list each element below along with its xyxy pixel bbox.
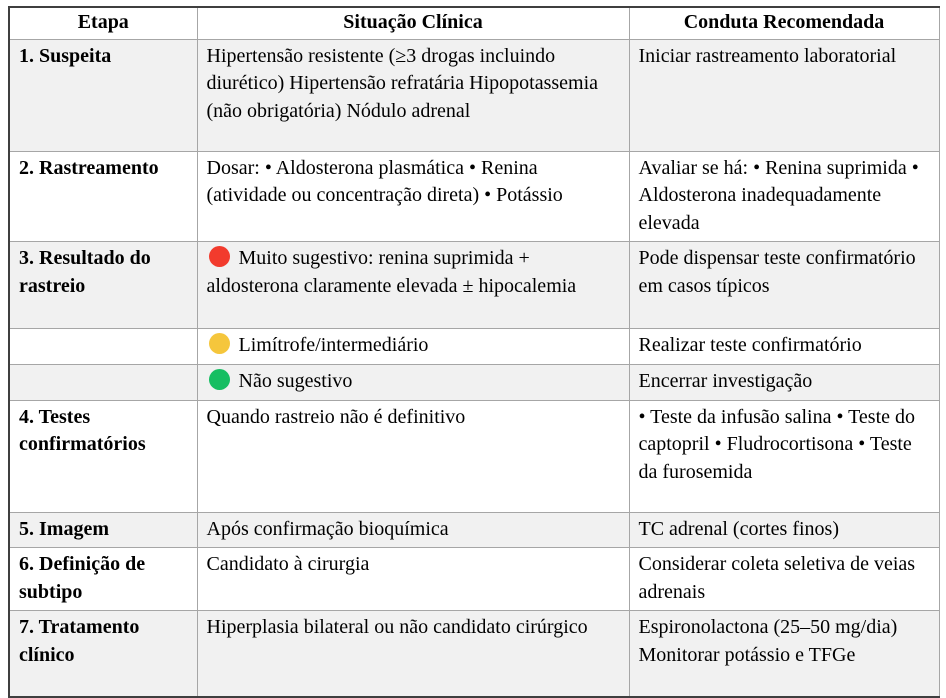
stage-cell: 7. Tratamento clínico [8,610,198,698]
table-row-resultado-muito-sugestivo: 3. Resultado do rastreio Muito sugestivo… [8,241,940,330]
clinical-protocol-table: Etapa Situação Clínica Conduta Recomenda… [8,6,940,698]
situation-text: Limítrofe/intermediário [238,334,429,357]
situation-cell: Hipertensão resistente (≥3 drogas inclui… [196,38,630,152]
table-row-suspeita: 1. Suspeita Hipertensão resistente (≥3 d… [8,38,940,152]
situation-cell: Candidato à cirurgia [196,547,630,612]
table-row-resultado-limitrofe: Limítrofe/intermediário Realizar teste c… [8,328,940,365]
table-row-resultado-nao-sugestivo: Não sugestivo Encerrar investigação [8,363,940,401]
table-row-imagem: 5. Imagem Após confirmação bioquímica TC… [8,511,940,549]
situation-cell: Muito sugestivo: renina suprimida + aldo… [196,241,630,330]
situation-cell: Após confirmação bioquímica [196,511,630,549]
column-header-conduta: Conduta Recomendada [628,6,940,40]
situation-cell: Hiperplasia bilateral ou não candidato c… [196,610,630,698]
table-row-definicao-subtipo: 6. Definição de subtipo Candidato à ciru… [8,547,940,612]
conduct-cell: Realizar teste confirmatório [628,328,940,365]
stage-cell: 1. Suspeita [8,38,198,152]
conduct-cell: Avaliar se há: • Renina suprimida • Aldo… [628,150,940,243]
yellow-circle-icon [208,333,230,355]
stage-cell: 4. Testes confirmatórios [8,399,198,513]
situation-text: Muito sugestivo: renina suprimida + aldo… [206,247,577,297]
table-row-rastreamento: 2. Rastreamento Dosar: • Aldosterona pla… [8,150,940,243]
conduct-cell: Espironolactona (25–50 mg/dia) Monitorar… [628,610,940,698]
table-row-testes-confirmatorios: 4. Testes confirmatórios Quando rastreio… [8,399,940,513]
column-header-situacao: Situação Clínica [196,6,630,40]
stage-cell: 5. Imagem [8,511,198,549]
conduct-cell: • Teste da infusão salina • Teste do cap… [628,399,940,513]
situation-cell: Dosar: • Aldosterona plasmática • Renina… [196,150,630,243]
stage-cell: 2. Rastreamento [8,150,198,243]
column-header-etapa: Etapa [8,6,198,40]
situation-text: Não sugestivo [238,369,353,392]
conduct-cell: Considerar coleta seletiva de veias adre… [628,547,940,612]
page: Etapa Situação Clínica Conduta Recomenda… [8,6,940,698]
table-row-tratamento-clinico: 7. Tratamento clínico Hiperplasia bilate… [8,610,940,698]
situation-cell: Quando rastreio não é definitivo [196,399,630,513]
stage-cell [8,328,198,365]
stage-cell [8,363,198,401]
stage-cell: 6. Definição de subtipo [8,547,198,612]
conduct-cell: TC adrenal (cortes finos) [628,511,940,549]
conduct-cell: Iniciar rastreamento laboratorial [628,38,940,152]
situation-cell: Não sugestivo [196,363,630,401]
conduct-cell: Encerrar investigação [628,363,940,401]
header-row: Etapa Situação Clínica Conduta Recomenda… [8,6,940,40]
stage-cell: 3. Resultado do rastreio [8,241,198,330]
red-circle-icon [208,246,230,268]
green-circle-icon [208,368,230,390]
conduct-cell: Pode dispensar teste confirmatório em ca… [628,241,940,330]
situation-cell: Limítrofe/intermediário [196,328,630,365]
